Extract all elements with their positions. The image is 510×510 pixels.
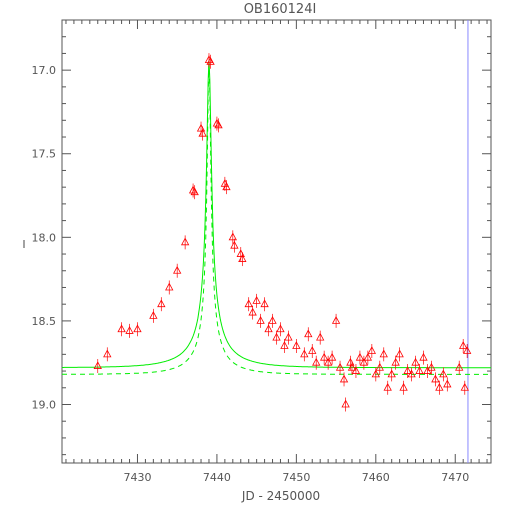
data-point	[455, 362, 464, 371]
data-point	[165, 282, 174, 291]
data-point	[180, 237, 190, 246]
data-point	[222, 182, 231, 191]
data-point	[331, 316, 341, 324]
data-point	[323, 357, 333, 366]
data-point	[399, 382, 408, 391]
data-point	[312, 357, 321, 366]
data-point	[371, 369, 380, 378]
data-point	[395, 349, 404, 358]
data-point	[443, 379, 452, 388]
data-point	[387, 369, 396, 378]
data-point	[316, 332, 325, 341]
data-point	[190, 187, 199, 196]
data-point	[260, 299, 269, 308]
data-point	[383, 382, 392, 391]
data-point	[252, 296, 261, 304]
data-point	[419, 352, 428, 361]
data-point	[435, 382, 444, 391]
data-point	[230, 240, 239, 249]
x-tick-label: 7450	[282, 471, 310, 484]
plot-frame	[61, 19, 492, 464]
data-point	[335, 362, 345, 371]
data-point	[117, 324, 126, 333]
data-point	[244, 299, 253, 308]
y-tick-label: 17.0	[32, 64, 57, 77]
data-point	[427, 362, 436, 371]
data-point	[351, 366, 361, 374]
data-point	[308, 346, 317, 354]
data-point	[272, 332, 281, 341]
data-point	[462, 346, 472, 354]
data-point	[367, 346, 377, 354]
data-point	[280, 341, 289, 349]
data-point	[93, 361, 102, 369]
data-point	[264, 324, 273, 333]
y-tick-label: 18.0	[32, 231, 57, 244]
data-point	[403, 366, 412, 374]
data-point	[391, 357, 400, 366]
data-point	[206, 56, 215, 65]
data-point	[379, 349, 388, 358]
data-point	[292, 341, 301, 349]
chart-title: OB160124I	[244, 2, 317, 17]
data-point	[411, 357, 420, 366]
data-point	[375, 362, 384, 371]
data-point	[431, 374, 440, 383]
data-point	[339, 374, 349, 383]
y-axis-label: I	[22, 238, 25, 251]
data-point	[347, 362, 357, 371]
data-point	[459, 341, 468, 349]
data-point	[173, 265, 182, 274]
data-point	[157, 299, 166, 308]
x-tick-label: 7470	[441, 471, 469, 484]
data-point	[248, 307, 257, 316]
x-tick-label: 7430	[123, 471, 151, 484]
data-point	[304, 329, 313, 338]
model-curve-dashed	[62, 60, 491, 375]
data-point	[256, 316, 265, 324]
x-axis-label: JD - 2450000	[241, 489, 320, 503]
data-point	[300, 349, 309, 358]
x-tick-label: 7440	[203, 471, 231, 484]
data-point	[103, 349, 112, 358]
data-point	[228, 232, 237, 241]
data-point	[460, 382, 469, 391]
data-point	[359, 357, 369, 366]
data-point	[238, 254, 247, 262]
y-tick-label: 17.5	[32, 148, 57, 161]
data-point	[276, 324, 285, 333]
data-point	[319, 352, 329, 361]
data-point	[355, 352, 365, 361]
data-point	[415, 366, 424, 374]
data-point	[327, 352, 337, 361]
data-point	[125, 326, 134, 334]
x-tick-label: 7460	[362, 471, 390, 484]
data-point	[133, 324, 142, 333]
data-point	[198, 128, 207, 137]
data-point	[268, 316, 277, 324]
data-point	[149, 311, 158, 319]
y-tick-label: 19.0	[32, 398, 57, 411]
y-tick-label: 18.5	[32, 315, 57, 328]
data-point	[407, 369, 416, 378]
data-point	[284, 332, 293, 341]
data-point	[341, 399, 350, 408]
data-point	[214, 120, 223, 129]
data-point	[439, 369, 448, 378]
data-point	[363, 352, 373, 361]
